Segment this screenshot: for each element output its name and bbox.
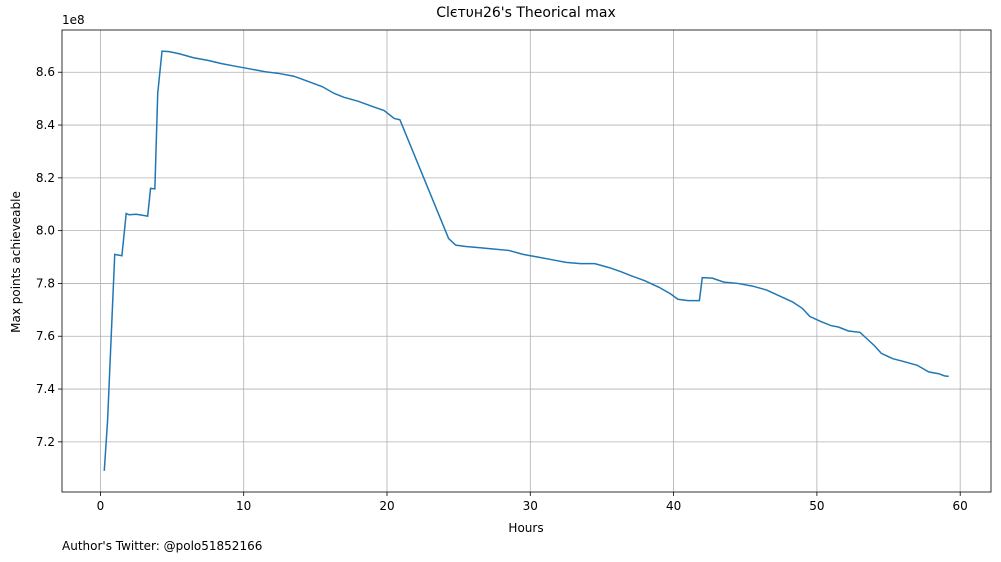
y-tick-label: 8.2 [36,171,55,185]
y-tick-label: 7.6 [36,329,55,343]
x-tick-label: 30 [523,499,538,513]
y-tick-label: 8.6 [36,65,55,79]
y-tick-label: 7.2 [36,435,55,449]
y-tick-label: 7.4 [36,382,55,396]
x-tick-label: 40 [666,499,681,513]
footer: Author's Twitter: @polo51852166 [62,539,262,553]
y-tick-label: 8.0 [36,224,55,238]
y-tick-label: 7.8 [36,276,55,290]
data-line [103,50,949,471]
y-axis-label: Max points achieveable [9,191,23,333]
x-tick-label: 50 [809,499,824,513]
x-tick-label: 0 [97,499,105,513]
x-tick-label: 10 [236,499,251,513]
x-axis-label: Hours [508,521,543,535]
x-tick-label: 60 [953,499,968,513]
y-tick-label: 8.4 [36,118,55,132]
chart-title: Clєтυн26's Theorical max [436,5,616,21]
plot-frame [61,29,992,493]
y-offset-label: 1e8 [62,13,85,27]
x-tick-label: 20 [379,499,394,513]
